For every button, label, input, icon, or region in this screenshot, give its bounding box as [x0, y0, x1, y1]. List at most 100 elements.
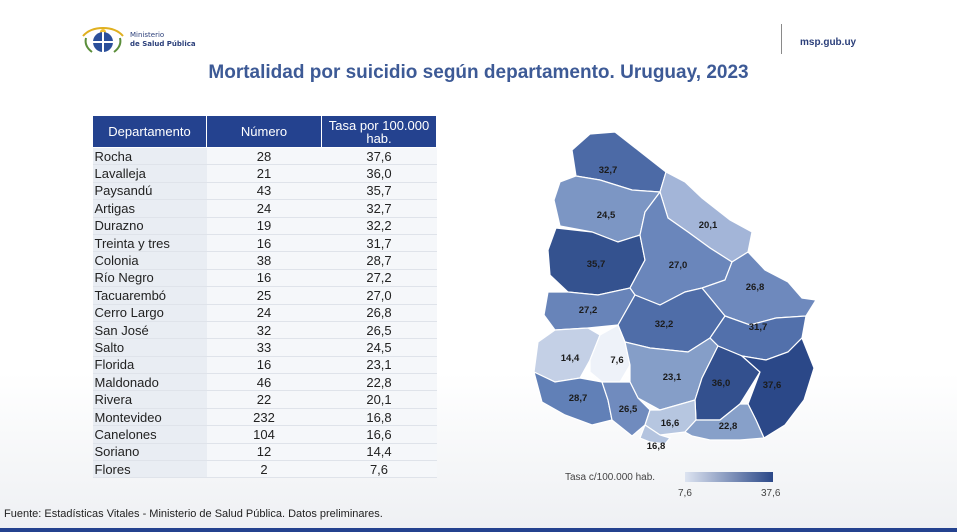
map-region-maldonado: [684, 403, 765, 441]
map-label-cerro-largo: 26,8: [746, 282, 765, 293]
cell-numero: 2: [206, 460, 322, 479]
cell-numero: 19: [206, 217, 322, 235]
cell-departamento: Río Negro: [92, 269, 207, 288]
cell-departamento: Cerro Largo: [92, 304, 207, 322]
cell-departamento: Salto: [92, 338, 207, 357]
table-row: Canelones 104 16,6: [92, 425, 437, 444]
table-header-row: Departamento Número Tasa por 100.000 hab…: [92, 115, 437, 148]
ministry-logo: Ministerio de Salud Pública: [80, 26, 196, 54]
table-row: Artigas 24 32,7: [92, 199, 437, 218]
cell-departamento: Canelones: [92, 425, 207, 444]
table-row: Treinta y tres 16 31,7: [92, 234, 437, 253]
cell-departamento: Maldonado: [92, 373, 207, 392]
map-region-montevideo: [639, 424, 672, 445]
map-label-rocha: 37,6: [763, 380, 782, 391]
cell-tasa: 28,7: [321, 251, 437, 270]
uruguay-map: 32,7 24,5 20,1 35,7 27,0 26,8 27,2 32,2 …: [533, 131, 817, 452]
cell-numero: 28: [206, 147, 322, 166]
map-label-salto: 24,5: [597, 210, 616, 221]
cell-departamento: Rivera: [92, 390, 207, 409]
cell-departamento: Paysandú: [92, 182, 207, 201]
cell-departamento: Treinta y tres: [92, 234, 207, 253]
cell-numero: 12: [206, 443, 322, 462]
map-label-florida: 23,1: [663, 372, 682, 383]
cell-departamento: Lavalleja: [92, 164, 207, 183]
header-tasa: Tasa por 100.000 hab.: [321, 115, 437, 148]
table-row: San José 32 26,5: [92, 321, 437, 340]
table-row: Río Negro 16 27,2: [92, 269, 437, 288]
cell-departamento: Colonia: [92, 251, 207, 270]
ministry-line2: de Salud Pública: [130, 40, 196, 48]
cell-departamento: Flores: [92, 460, 207, 479]
cell-tasa: 31,7: [321, 234, 437, 253]
ministry-line1: Ministerio: [130, 31, 165, 39]
cell-tasa: 26,5: [321, 321, 437, 340]
uruguay-coat-of-arms-icon: [82, 26, 124, 53]
site-link[interactable]: msp.gub.uy: [800, 37, 857, 48]
cell-numero: 38: [206, 251, 322, 270]
cell-tasa: 26,8: [321, 304, 437, 322]
map-label-paysandu: 35,7: [587, 259, 606, 270]
cell-numero: 32: [206, 321, 322, 340]
cell-tasa: 23,1: [321, 356, 437, 375]
cell-departamento: Montevideo: [92, 408, 207, 427]
map-label-rio-negro: 27,2: [579, 305, 598, 316]
cell-numero: 24: [206, 304, 322, 322]
table-row: Salto 33 24,5: [92, 338, 437, 357]
cell-numero: 33: [206, 338, 322, 357]
cell-tasa: 37,6: [321, 147, 437, 166]
map-label-maldonado: 22,8: [719, 421, 738, 432]
table-row: Flores 2 7,6: [92, 460, 437, 479]
map-region-rocha: [740, 336, 815, 439]
cell-tasa: 16,8: [321, 408, 437, 427]
table-row: Rivera 22 20,1: [92, 390, 437, 409]
legend-min: 7,6: [678, 488, 692, 499]
cell-departamento: Durazno: [92, 217, 207, 235]
map-label-colonia: 28,7: [569, 393, 588, 404]
cell-tasa: 32,7: [321, 199, 437, 218]
map-label-treinta-y-tres: 31,7: [749, 322, 768, 333]
cell-tasa: 35,7: [321, 182, 437, 201]
cell-numero: 25: [206, 286, 322, 305]
table-row: Rocha 28 37,6: [92, 147, 437, 166]
mortality-table: Departamento Número Tasa por 100.000 hab…: [92, 115, 437, 479]
bottom-accent-bar: [0, 528, 957, 532]
table-row: Soriano 12 14,4: [92, 443, 437, 462]
table-row: Tacuarembó 25 27,0: [92, 286, 437, 305]
legend-max: 37,6: [761, 488, 781, 499]
table-row: Colonia 38 28,7: [92, 251, 437, 270]
table-row: Maldonado 46 22,8: [92, 373, 437, 392]
cell-departamento: Artigas: [92, 199, 207, 218]
map-label-durazno: 32,2: [655, 319, 674, 330]
table-row: Florida 16 23,1: [92, 356, 437, 375]
cell-tasa: 16,6: [321, 425, 437, 444]
cell-tasa: 24,5: [321, 338, 437, 357]
cell-departamento: Florida: [92, 356, 207, 375]
cell-tasa: 7,6: [321, 460, 437, 479]
legend-label: Tasa c/100.000 hab.: [565, 472, 656, 483]
map-label-rivera: 20,1: [699, 220, 718, 231]
cell-numero: 16: [206, 234, 322, 253]
legend-gradient: [685, 472, 773, 482]
cell-numero: 22: [206, 390, 322, 409]
cell-tasa: 27,2: [321, 269, 437, 288]
header-departamento: Departamento: [92, 115, 207, 148]
table-row: Cerro Largo 24 26,8: [92, 304, 437, 322]
cell-tasa: 20,1: [321, 390, 437, 409]
map-label-montevideo: 16,8: [647, 441, 666, 452]
cell-departamento: San José: [92, 321, 207, 340]
map-label-canelones: 16,6: [661, 418, 680, 429]
cell-numero: 43: [206, 182, 322, 201]
cell-tasa: 14,4: [321, 443, 437, 462]
map-label-soriano: 14,4: [561, 353, 580, 364]
cell-numero: 104: [206, 425, 322, 444]
map-label-artigas: 32,7: [599, 165, 618, 176]
header-numero: Número: [206, 115, 322, 148]
cell-departamento: Rocha: [92, 147, 207, 166]
table-row: Paysandú 43 35,7: [92, 182, 437, 201]
map-label-tacuarembo: 27,0: [669, 260, 688, 271]
cell-tasa: 27,0: [321, 286, 437, 305]
table-row: Lavalleja 21 36,0: [92, 164, 437, 183]
table-row: Montevideo 232 16,8: [92, 408, 437, 427]
cell-tasa: 32,2: [321, 217, 437, 235]
